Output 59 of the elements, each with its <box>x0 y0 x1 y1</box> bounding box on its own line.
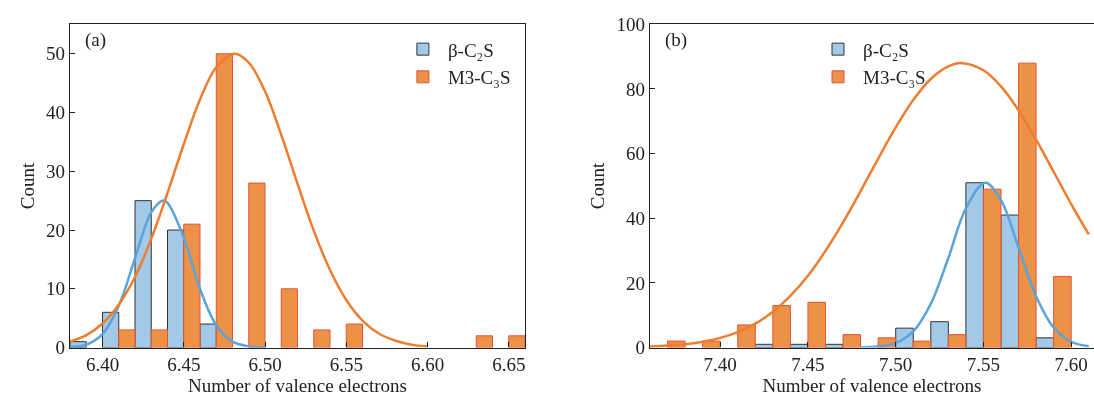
bar <box>183 223 201 348</box>
bar <box>930 321 949 348</box>
bar <box>842 334 862 348</box>
bar <box>167 229 185 348</box>
x-tick-label: 6.55 <box>329 354 363 376</box>
y-tick-label: 80 <box>626 78 646 100</box>
x-tick-label: 6.45 <box>167 354 201 376</box>
bar <box>912 340 932 348</box>
y-tick-label: 20 <box>46 219 66 241</box>
bar <box>965 182 984 348</box>
x-tick-label: 7.60 <box>1054 354 1088 376</box>
bar <box>118 329 136 348</box>
bar <box>134 200 152 348</box>
bar <box>1053 275 1072 348</box>
x-tick-label: 7.45 <box>791 354 825 376</box>
y-tick-label: 20 <box>626 272 646 294</box>
y-tick-label: 30 <box>46 160 66 182</box>
y-tick-label: 0 <box>55 337 66 359</box>
bar <box>1018 62 1037 348</box>
bar <box>215 53 233 348</box>
y-tick-label: 40 <box>626 207 646 229</box>
y-tick-label: 0 <box>635 337 646 359</box>
line-series <box>70 52 429 348</box>
bar <box>313 329 331 348</box>
y-tick-label: 60 <box>626 143 646 165</box>
y-axis-title: Count <box>587 162 609 210</box>
bar <box>807 301 826 348</box>
x-tick-label: 7.55 <box>966 354 1001 376</box>
bar <box>947 334 967 348</box>
y-tick-label: 10 <box>46 278 66 300</box>
bar <box>982 188 1002 348</box>
x-tick-label: 6.50 <box>248 354 282 376</box>
y-tick-label: 50 <box>46 43 66 65</box>
x-axis-title: Number of valence electrons <box>188 375 407 397</box>
x-tick-label: 6.65 <box>492 354 526 376</box>
y-tick-label: 40 <box>46 102 66 124</box>
x-axis-title: Number of valence electrons <box>762 375 982 397</box>
y-axis-title: Count <box>16 162 38 210</box>
annotation: (a) <box>85 29 107 51</box>
bar <box>772 305 791 348</box>
annotation: (b) <box>665 29 688 51</box>
legend-label: β-C₂S <box>447 39 494 61</box>
bar <box>248 182 266 348</box>
y-tick-label: 100 <box>616 14 646 36</box>
x-tick-label: 6.40 <box>85 354 120 376</box>
x-tick-label: 7.50 <box>879 354 913 376</box>
bar <box>150 329 168 348</box>
x-tick-label: 7.40 <box>703 354 737 376</box>
legend-label: M3-C₃S <box>447 67 511 89</box>
x-tick-label: 6.60 <box>410 354 445 376</box>
line-series <box>859 181 1090 348</box>
bar <box>508 335 525 348</box>
legend-label: β-C₂S <box>863 39 909 61</box>
bar <box>345 323 363 348</box>
line-series <box>650 61 1090 348</box>
legend-label: M3-C₃S <box>863 67 926 89</box>
line-series <box>70 199 267 348</box>
bar <box>280 288 298 348</box>
bar <box>475 335 493 348</box>
